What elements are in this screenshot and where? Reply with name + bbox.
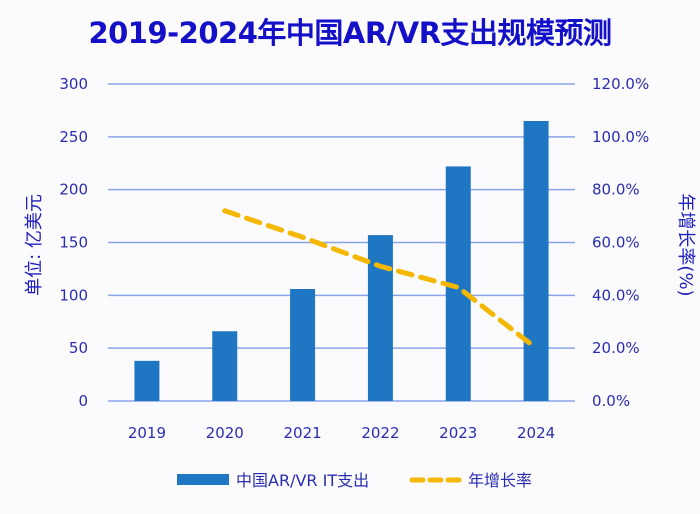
y-tick-label: 0 bbox=[78, 392, 88, 410]
legend-bar-swatch bbox=[177, 474, 229, 485]
chart-title: 2019-2024年中国AR/VR支出规模预测 bbox=[88, 16, 612, 50]
y-right-tick-label: 0.0% bbox=[592, 392, 630, 410]
y-tick-label: 50 bbox=[69, 339, 88, 357]
bar bbox=[367, 235, 393, 401]
x-tick-label: 2023 bbox=[439, 424, 477, 442]
legend-bar-label: 中国AR/VR IT支出 bbox=[236, 471, 369, 490]
y-right-tick-label: 100.0% bbox=[592, 128, 649, 146]
legend-line-label: 年增长率 bbox=[468, 471, 532, 490]
x-tick-label: 2021 bbox=[283, 424, 321, 442]
y-tick-label: 150 bbox=[59, 234, 88, 252]
y-right-tick-label: 120.0% bbox=[592, 75, 649, 93]
bar bbox=[134, 360, 160, 401]
x-tick-label: 2024 bbox=[517, 424, 555, 442]
bar bbox=[290, 288, 316, 401]
y-tick-label: 200 bbox=[59, 181, 88, 199]
y-right-tick-label: 20.0% bbox=[592, 339, 640, 357]
x-tick-label: 2022 bbox=[361, 424, 399, 442]
y-right-tick-label: 40.0% bbox=[592, 286, 640, 304]
x-tick-label: 2020 bbox=[206, 424, 244, 442]
y-axis-title: 单位: 亿美元 bbox=[24, 194, 45, 296]
y-tick-label: 300 bbox=[59, 75, 88, 93]
y-right-tick-label: 80.0% bbox=[592, 181, 640, 199]
x-tick-label: 2019 bbox=[128, 424, 166, 442]
y-tick-label: 100 bbox=[59, 286, 88, 304]
bar bbox=[212, 331, 238, 401]
bar bbox=[523, 120, 549, 401]
y-tick-label: 250 bbox=[59, 128, 88, 146]
y-right-axis-title: 年增长率(%) bbox=[675, 193, 696, 296]
y-right-tick-label: 60.0% bbox=[592, 234, 640, 252]
